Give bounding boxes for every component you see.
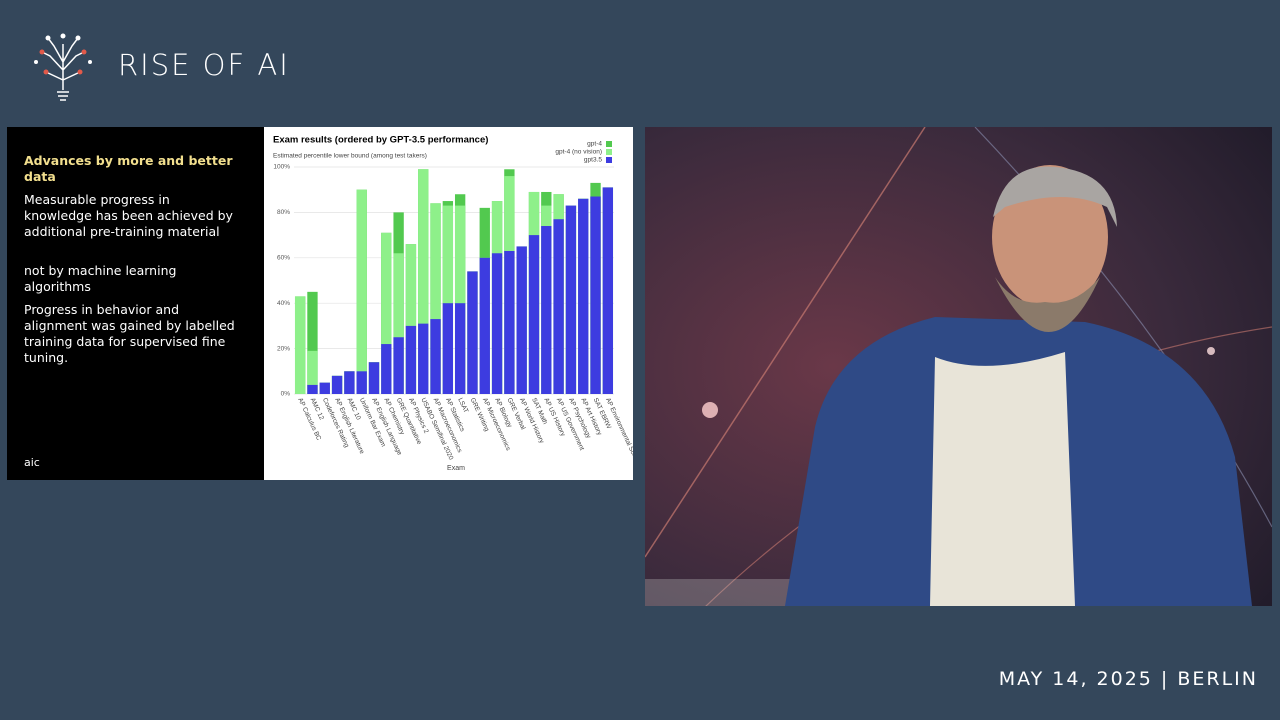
- bar: [442, 303, 454, 394]
- bar: [331, 375, 343, 394]
- legend-label: gpt-4 (no vision): [555, 149, 602, 156]
- slide-paragraph: not by machine learning algorithms: [24, 263, 177, 294]
- logo-tree: [34, 33, 92, 101]
- slide-paragraph: Progress in behavior and alignment was g…: [24, 302, 235, 365]
- bar: [479, 257, 490, 394]
- y-tick-label: 100%: [273, 164, 290, 171]
- slide-logo: aic: [24, 456, 40, 469]
- bar: [528, 235, 540, 394]
- y-tick-label: 0%: [281, 391, 291, 398]
- bar: [418, 323, 429, 394]
- bar: [307, 350, 318, 394]
- bar: [516, 246, 527, 394]
- bar: [405, 325, 417, 394]
- slide-paragraph: Measurable progress in knowledge has bee…: [24, 192, 233, 239]
- chart-title: Exam results (ordered by GPT-3.5 perform…: [273, 135, 488, 146]
- bar: [393, 253, 404, 394]
- bar: [344, 371, 355, 394]
- brand-title: RISE OF AI: [118, 48, 290, 82]
- legend-label: gpt-4: [587, 141, 602, 148]
- bar: [368, 362, 380, 394]
- bar: [491, 253, 503, 394]
- bar: [565, 205, 577, 394]
- y-tick-label: 20%: [277, 345, 290, 352]
- y-tick-label: 80%: [277, 209, 290, 216]
- bar: [294, 296, 306, 394]
- bar: [307, 291, 318, 394]
- legend-swatch: [606, 157, 612, 163]
- event-date: MAY 14, 2025 | BERLIN: [998, 668, 1258, 690]
- x-tick-label: AP Environmental Science: [604, 397, 633, 470]
- bar: [393, 337, 404, 394]
- legend-swatch: [606, 141, 612, 147]
- bar: [590, 196, 601, 394]
- bar: [602, 187, 614, 394]
- slide-text-panel: Advances by more and better data Measura…: [7, 127, 264, 480]
- legend-label: gpt3.5: [584, 157, 602, 164]
- bar: [307, 384, 318, 394]
- chart-subtitle: Estimated percentile lower bound (among …: [273, 153, 427, 160]
- legend-swatch: [606, 149, 612, 155]
- bar: [356, 371, 367, 394]
- bar: [430, 319, 441, 394]
- bar: [541, 226, 552, 394]
- bar: [553, 219, 564, 394]
- x-axis-label: Exam: [447, 465, 465, 472]
- bar: [578, 198, 589, 394]
- bar: [454, 205, 466, 394]
- bar: [356, 189, 367, 394]
- bar: [381, 344, 392, 394]
- bar: [454, 303, 466, 394]
- bar: [381, 232, 392, 394]
- bar: [504, 250, 515, 394]
- speaker-video: [645, 127, 1272, 606]
- slide-heading: Advances by more and better data: [24, 153, 233, 184]
- y-tick-label: 40%: [277, 300, 290, 307]
- bar: [442, 205, 454, 394]
- chart: Exam results (ordered by GPT-3.5 perform…: [264, 127, 633, 480]
- bar: [430, 203, 441, 394]
- bar: [319, 382, 330, 394]
- bar: [467, 271, 478, 394]
- y-tick-label: 60%: [277, 255, 290, 262]
- bar: [405, 244, 417, 394]
- bar: [418, 169, 429, 394]
